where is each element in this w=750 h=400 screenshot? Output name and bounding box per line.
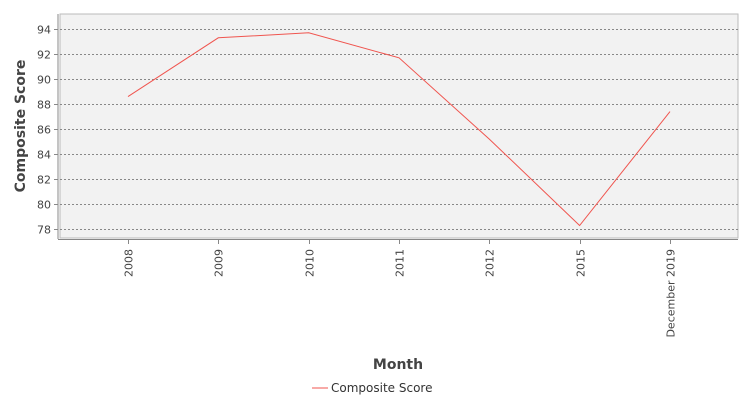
x-tick-label: 2008	[123, 249, 136, 277]
x-tick-label: 2009	[213, 249, 226, 277]
gridlines	[60, 29, 738, 230]
y-tick-label: 88	[37, 99, 51, 112]
series-layer	[127, 32, 671, 227]
series-line-composite-score	[127, 32, 671, 227]
x-tick-label: 2015	[575, 249, 588, 277]
legend-label-composite-score: Composite Score	[331, 381, 432, 395]
plot-area	[59, 13, 739, 239]
y-axis-ticks: 78 80 82 84 86 88 90 92 94	[37, 14, 59, 239]
y-tick-label: 90	[37, 74, 51, 87]
x-tick-label: December 2019	[665, 249, 678, 338]
x-tick-label: 2011	[394, 249, 407, 277]
y-tick-label: 94	[37, 24, 51, 37]
y-tick-label: 92	[37, 49, 51, 62]
x-axis-ticks: 2008 2009 2010 2011 2012 2015 December 2019	[58, 239, 738, 338]
x-axis-title: Month	[373, 357, 423, 373]
legend: Composite Score	[312, 381, 432, 395]
y-tick-label: 84	[37, 149, 51, 162]
y-tick-label: 86	[37, 124, 51, 137]
y-tick-label: 82	[37, 174, 51, 187]
y-tick-label: 80	[37, 199, 51, 212]
x-tick-label: 2012	[484, 249, 497, 277]
x-tick-label: 2010	[304, 249, 317, 277]
y-axis-title: Composite Score	[13, 60, 29, 193]
y-tick-label: 78	[37, 224, 51, 237]
